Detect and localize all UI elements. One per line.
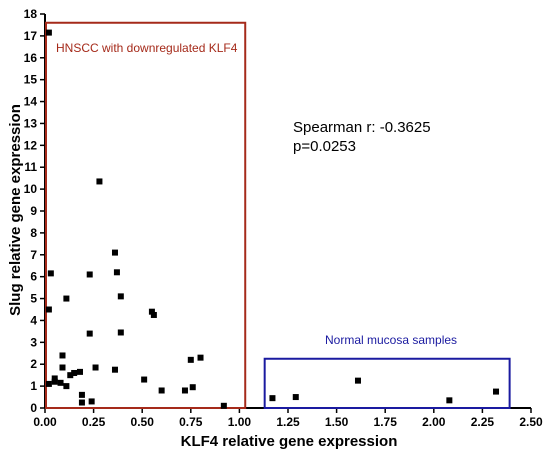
y-tick-label: 18 xyxy=(24,7,38,21)
y-tick-label: 15 xyxy=(24,73,38,87)
y-axis-title: Slug relative gene expression xyxy=(7,104,24,316)
hnscc-region-box xyxy=(45,21,247,410)
y-tick-label: 3 xyxy=(30,335,37,349)
data-point xyxy=(78,399,85,406)
data-point xyxy=(292,394,299,401)
data-point xyxy=(181,387,188,394)
data-points xyxy=(45,29,500,409)
y-tick-label: 11 xyxy=(24,160,37,174)
data-point xyxy=(51,378,58,385)
y-tick-label: 12 xyxy=(24,138,38,152)
data-point xyxy=(86,330,93,337)
regions xyxy=(45,21,511,410)
x-tick-label: 0.50 xyxy=(131,415,155,429)
data-point xyxy=(354,377,361,384)
data-point xyxy=(88,398,95,405)
y-tick-label: 5 xyxy=(30,292,37,306)
x-ticks: 0.00 0.25 0.50 0.75 1.00 1.25 1.50 1.75 2.00 2.25… xyxy=(33,408,543,429)
x-tick-label: 2.00 xyxy=(422,415,446,429)
y-tick-label: 13 xyxy=(24,116,38,130)
data-point xyxy=(63,295,70,302)
data-point xyxy=(148,308,155,315)
data-point xyxy=(187,356,194,363)
data-point xyxy=(67,372,74,379)
normal-region-box xyxy=(263,357,511,409)
data-point xyxy=(45,306,52,313)
x-tick-label: 2.25 xyxy=(471,415,495,429)
data-point xyxy=(493,388,500,395)
data-point xyxy=(76,368,83,375)
data-point xyxy=(158,387,165,394)
data-point xyxy=(45,29,52,36)
data-point xyxy=(92,364,99,371)
data-point xyxy=(111,366,118,373)
y-tick-label: 0 xyxy=(30,401,37,415)
data-point xyxy=(78,391,85,398)
y-tick-label: 14 xyxy=(24,95,38,109)
y-tick-label: 16 xyxy=(24,51,38,65)
x-tick-label: 2.50 xyxy=(519,415,543,429)
x-axis-title: KLF4 relative gene expression xyxy=(181,433,398,450)
x-tick-label: 1.50 xyxy=(325,415,349,429)
data-point xyxy=(111,249,118,256)
x-tick-label: 0.00 xyxy=(33,415,57,429)
y-tick-label: 9 xyxy=(30,204,37,218)
hnscc-region-label: HNSCC with downregulated KLF4 xyxy=(56,41,238,55)
data-point xyxy=(117,329,124,336)
data-point xyxy=(57,379,64,386)
y-tick-label: 17 xyxy=(24,29,38,43)
data-point xyxy=(45,380,52,387)
data-point xyxy=(59,352,66,359)
y-tick-label: 7 xyxy=(30,248,37,262)
data-point xyxy=(189,384,196,391)
y-tick-label: 1 xyxy=(30,379,37,393)
data-point xyxy=(59,364,66,371)
data-point xyxy=(47,270,54,277)
data-point xyxy=(446,397,453,404)
axes xyxy=(44,14,531,409)
data-point xyxy=(96,178,103,185)
data-point xyxy=(197,354,204,361)
data-point xyxy=(86,271,93,278)
x-tick-label: 0.75 xyxy=(179,415,203,429)
p-value-stat: p=0.0253 xyxy=(293,138,356,155)
y-tick-label: 10 xyxy=(24,182,38,196)
data-point xyxy=(269,395,276,402)
data-point xyxy=(63,383,70,390)
y-tick-label: 2 xyxy=(30,357,37,371)
normal-region-label: Normal mucosa samples xyxy=(325,333,457,347)
data-point xyxy=(117,293,124,300)
data-point xyxy=(141,376,148,383)
spearman-stat: Spearman r: -0.3625 xyxy=(293,119,431,136)
data-point xyxy=(51,375,58,382)
y-tick-label: 8 xyxy=(30,226,37,240)
y-tick-label: 6 xyxy=(30,270,37,284)
y-tick-label: 4 xyxy=(30,313,37,327)
x-tick-label: 0.25 xyxy=(82,415,106,429)
data-point xyxy=(220,402,227,409)
x-tick-label: 1.75 xyxy=(374,415,398,429)
x-tick-label: 1.25 xyxy=(276,415,300,429)
x-tick-label: 1.00 xyxy=(228,415,252,429)
data-point xyxy=(71,369,78,376)
data-point xyxy=(150,311,157,318)
data-point xyxy=(113,269,120,276)
